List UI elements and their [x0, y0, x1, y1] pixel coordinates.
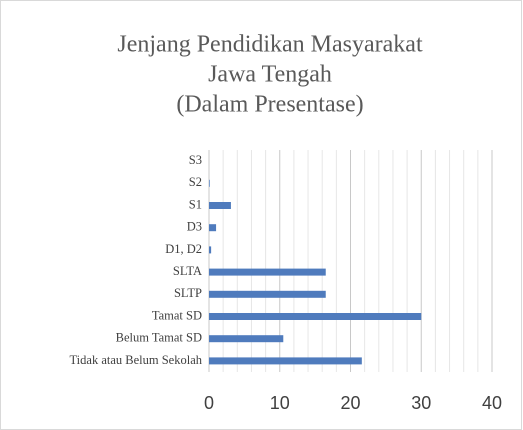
- bar: [209, 268, 326, 276]
- y-tick-label: SLTA: [173, 264, 202, 278]
- bar: [209, 246, 212, 254]
- y-tick-label: S1: [189, 197, 202, 211]
- y-tick-label: S2: [189, 175, 202, 189]
- chart-title: Jenjang Pendidikan Masyarakat: [117, 32, 423, 58]
- x-tick-label: 20: [340, 393, 360, 413]
- x-tick-label: 40: [482, 393, 502, 413]
- bar: [209, 202, 231, 209]
- bar: [209, 179, 210, 187]
- bar: [209, 313, 422, 320]
- y-tick-label: SLTP: [174, 286, 202, 300]
- bar: [209, 290, 326, 298]
- y-tick-label: Tamat SD: [152, 308, 202, 322]
- y-tick-label: Belum Tamat SD: [116, 331, 202, 345]
- chart-title: (Dalam Presentase): [176, 92, 363, 118]
- chart-title: Jawa Tengah: [208, 62, 332, 88]
- y-tick-label: D3: [187, 220, 202, 234]
- y-tick-label: S3: [189, 153, 202, 167]
- bar: [209, 335, 284, 343]
- y-tick-label: Tidak atau Belum Sekolah: [69, 353, 202, 367]
- x-tick-label: 10: [270, 393, 290, 413]
- x-tick-label: 30: [411, 393, 431, 413]
- x-tick-label: 0: [204, 393, 214, 413]
- bar: [209, 224, 217, 232]
- bar: [209, 357, 362, 365]
- y-tick-label: D1, D2: [165, 242, 202, 256]
